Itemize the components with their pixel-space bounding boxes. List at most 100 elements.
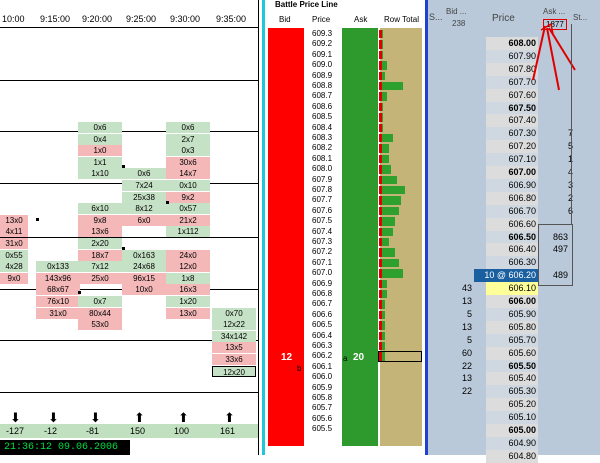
ask-bracket-line	[571, 24, 572, 224]
bid-sliver	[379, 71, 382, 80]
dom-price-cell[interactable]: 606.00	[486, 295, 538, 309]
dom-price-cell[interactable]: 606.80	[486, 191, 538, 205]
bid-sliver	[379, 352, 382, 361]
dom-price-cell[interactable]: 605.90	[486, 307, 538, 322]
dom-price-cell[interactable]: 607.90	[486, 49, 538, 64]
battle-price-row: 609.1	[312, 49, 333, 59]
dom-price-cell[interactable]: 606.60	[486, 217, 538, 231]
row-total-bar	[381, 154, 389, 164]
price-gridline	[0, 392, 258, 393]
row-total-bar	[381, 113, 383, 122]
footprint-cell: 7x24	[122, 180, 166, 191]
dom-price-cell[interactable]: 607.20	[486, 140, 538, 154]
dom-price-header[interactable]: Price	[492, 13, 515, 24]
row-total-bar	[381, 186, 405, 195]
dom-price-cell[interactable]: 10 @ 606.20	[474, 269, 538, 283]
dom-price-cell[interactable]: 605.50	[486, 359, 538, 373]
dom-price-cell[interactable]: 605.20	[486, 398, 538, 412]
dom-price-cell[interactable]: 606.40	[486, 243, 538, 257]
footprint-cell: 76x10	[36, 296, 80, 307]
dom-price-cell[interactable]: 608.00	[486, 37, 538, 51]
footprint-cell: 12x20	[212, 365, 256, 377]
price-gridline	[0, 131, 258, 132]
row-total-bar	[381, 61, 387, 70]
battle-price-row: 606.5	[312, 320, 333, 330]
battle-price-row: 606.8	[312, 289, 333, 298]
dom-ask-size: 3	[563, 179, 573, 192]
footprint-cell: 9x8	[78, 214, 122, 226]
battle-price-row: 609.3	[312, 29, 333, 38]
row-total-bar	[381, 102, 383, 112]
arrow-up-icon: ⬆	[134, 410, 145, 425]
footprint-cell: 16x3	[166, 284, 210, 296]
row-total-bar	[381, 269, 403, 278]
bid-sliver	[379, 238, 382, 247]
dom-st-header[interactable]: St...	[573, 13, 588, 22]
row-total-bars	[380, 28, 422, 446]
bid-sliver	[379, 30, 382, 39]
dom-price-cell[interactable]: 605.40	[486, 372, 538, 386]
bid-sliver	[379, 300, 382, 309]
battle-price-row: 608.2	[312, 143, 333, 153]
footprint-cell: 143x96	[36, 272, 80, 284]
row-total-bar	[381, 134, 393, 143]
footprint-cell: 53x0	[78, 319, 122, 331]
dom-price-cell[interactable]: 605.70	[486, 333, 538, 347]
dom-price-cell[interactable]: 607.70	[486, 75, 538, 89]
bid-sliver	[379, 321, 382, 330]
dom-price-cell[interactable]: 607.30	[486, 127, 538, 141]
footprint-cell: 13x0	[0, 214, 28, 226]
dom-price-cell[interactable]: 604.80	[486, 449, 538, 463]
footprint-cell: 80x44	[78, 307, 122, 319]
battle-price-row: 608.7	[312, 91, 333, 101]
dom-price-cell[interactable]: 607.50	[486, 101, 538, 115]
row-total-bar	[381, 144, 389, 153]
battle-price-row: 605.7	[312, 403, 333, 413]
dom-price-cell[interactable]: 607.00	[486, 166, 538, 180]
battle-price-row: 607.3	[312, 237, 333, 246]
footprint-cell: 12x22	[212, 319, 256, 331]
dom-price-cell[interactable]: 606.10	[486, 282, 538, 296]
dom-ask-header[interactable]: Ask ...	[543, 7, 566, 16]
dom-price-cell[interactable]: 605.60	[486, 346, 538, 360]
footprint-cell: 0x6	[166, 122, 210, 133]
ask-current-volume: 20	[353, 352, 365, 363]
dom-price-cell[interactable]: 605.10	[486, 411, 538, 425]
footprint-cell: 25x38	[122, 191, 166, 203]
dom-price-cell[interactable]: 604.90	[486, 436, 538, 451]
dom-price-cell[interactable]: 607.40	[486, 114, 538, 128]
dom-s-header[interactable]: S...	[429, 12, 443, 22]
dom-price-cell[interactable]: 607.10	[486, 153, 538, 167]
battle-price-row: 606.9	[312, 278, 333, 288]
dom-bid-size: 13	[461, 373, 472, 384]
dom-price-cell[interactable]: 606.50	[486, 230, 538, 244]
dom-price-cell[interactable]: 605.30	[486, 385, 538, 399]
row-total-bar	[381, 321, 385, 330]
dom-price-cell[interactable]: 606.30	[486, 256, 538, 270]
row-total-bar	[381, 290, 387, 299]
poc-dot	[166, 201, 169, 204]
poc-dot	[36, 218, 39, 221]
footprint-cell: 0x70	[212, 307, 256, 319]
dom-bid-size: 5	[466, 334, 472, 345]
dom-price-cell[interactable]: 607.60	[486, 88, 538, 102]
footprint-cell: 8x12	[122, 203, 166, 215]
dom-price-cell[interactable]: 605.00	[486, 424, 538, 438]
ask-marker: a	[343, 354, 348, 363]
footprint-cell: 12x0	[166, 261, 210, 273]
footprint-cell: 4x11	[0, 226, 28, 238]
dom-price-cell[interactable]: 606.70	[486, 204, 538, 218]
dom-bid-header[interactable]: Bid ...	[446, 7, 467, 16]
footprint-cell: 33x6	[212, 354, 256, 365]
poc-dot	[122, 165, 125, 168]
bid-sliver	[379, 40, 382, 49]
bid-sliver	[379, 82, 382, 91]
dom-price-cell[interactable]: 607.80	[486, 62, 538, 76]
dom-price-cell[interactable]: 605.80	[486, 320, 538, 334]
row-total-bar	[381, 258, 399, 268]
footprint-cell: 1x112	[166, 226, 210, 238]
bid-volume-bar	[268, 28, 304, 446]
battle-price-row: 605.6	[312, 413, 333, 423]
dom-price-cell[interactable]: 606.90	[486, 178, 538, 193]
footprint-cell: 0x6	[78, 122, 122, 133]
